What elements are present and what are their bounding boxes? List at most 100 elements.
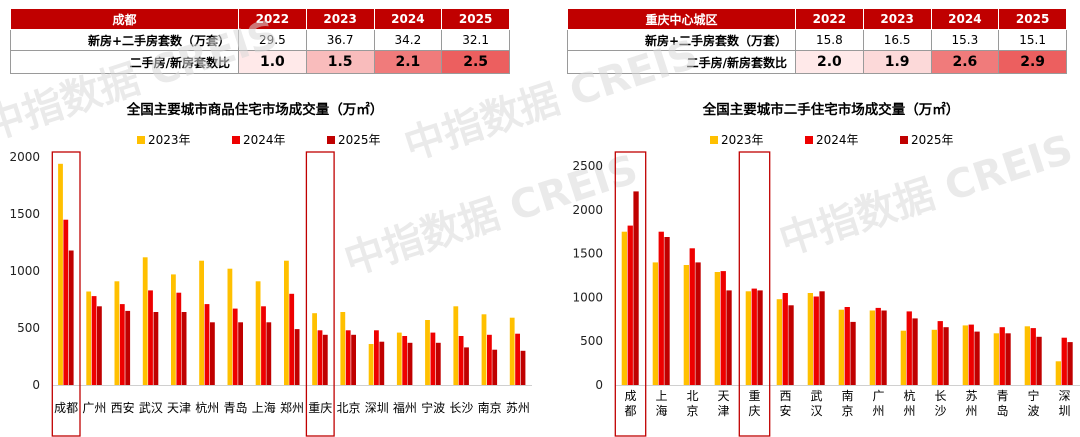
bar-西安-2025年 — [125, 310, 131, 385]
bar-武汉-2023年 — [142, 257, 148, 385]
bar-武汉-2023年 — [807, 293, 813, 385]
table-header-year: 2022 — [238, 8, 307, 30]
x-tick-label: 武汉 — [139, 401, 163, 415]
bar-上海-2023年 — [255, 281, 261, 385]
bar-郑州-2025年 — [294, 329, 300, 385]
bar-苏州-2024年 — [515, 333, 520, 385]
bar-长沙-2025年 — [464, 347, 469, 385]
bar-深圳-2025年 — [379, 341, 385, 385]
y-tick-label: 2000 — [572, 203, 603, 217]
bar-宁波-2023年 — [1024, 326, 1030, 385]
table-cell: 1.0 — [238, 50, 307, 74]
table-cell: 2.6 — [930, 50, 1000, 74]
x-tick-label: 宁波 — [1027, 388, 1039, 418]
bar-青岛-2024年 — [232, 308, 238, 385]
legend-swatch — [327, 136, 335, 144]
table-header-year: 2024 — [930, 8, 1000, 30]
table-row-total: 新房+二手房套数（万套） 29.5 36.7 34.2 32.1 — [10, 29, 510, 51]
y-tick-label: 1500 — [9, 207, 40, 221]
x-tick-label: 杭州 — [195, 400, 219, 415]
bar-福州-2024年 — [402, 336, 408, 385]
bar-宁波-2025年 — [435, 342, 441, 385]
bar-广州-2025年 — [97, 306, 102, 385]
bar-广州-2025年 — [881, 310, 887, 385]
bar-武汉-2025年 — [153, 312, 159, 385]
watermark-text: 中指数据 CREIS — [0, 11, 283, 149]
bar-杭州-2023年 — [900, 330, 906, 385]
table-cell: 15.1 — [998, 29, 1067, 51]
bar-成都-2025年 — [68, 250, 74, 385]
bar-重庆-2023年 — [745, 291, 751, 385]
legend-swatch — [232, 136, 240, 144]
highlight-box-成都 — [614, 151, 647, 437]
bar-郑州-2023年 — [284, 260, 289, 385]
x-tick-label: 成都 — [54, 401, 78, 415]
table-row-ratio: 二手房/新房套数比 1.0 1.5 2.1 2.5 — [10, 50, 510, 74]
bar-福州-2023年 — [396, 332, 402, 385]
y-tick-label: 2500 — [572, 159, 603, 173]
bar-重庆-2024年 — [317, 330, 323, 385]
x-tick-label: 深圳 — [365, 401, 389, 415]
bar-北京-2024年 — [689, 248, 695, 385]
bar-北京-2023年 — [683, 265, 689, 385]
x-tick-label: 深圳 — [1058, 389, 1070, 418]
table-row-total: 新房+二手房套数（万套） 15.8 16.5 15.3 15.1 — [567, 29, 1067, 51]
bar-成都-2024年 — [627, 225, 633, 385]
table-row-ratio: 二手房/新房套数比 2.0 1.9 2.6 2.9 — [567, 50, 1067, 74]
x-tick-label: 天津 — [717, 389, 729, 418]
bar-重庆-2023年 — [312, 313, 317, 385]
bar-上海-2023年 — [652, 262, 658, 385]
legend-swatch — [710, 136, 718, 144]
x-tick-label: 重庆 — [748, 389, 760, 418]
bar-青岛-2023年 — [227, 268, 233, 385]
x-tick-label: 重庆 — [308, 401, 332, 415]
bar-西安-2023年 — [114, 281, 120, 385]
bar-苏州-2023年 — [509, 317, 515, 385]
bar-广州-2023年 — [86, 291, 92, 385]
bar-上海-2024年 — [261, 306, 266, 385]
bar-长沙-2023年 — [931, 329, 937, 385]
table-cell: 2.5 — [441, 50, 510, 74]
x-tick-label: 长沙 — [934, 389, 946, 418]
x-tick-label: 南京 — [478, 400, 502, 415]
y-tick-label: 2000 — [9, 150, 40, 164]
table-cell: 15.8 — [795, 29, 864, 51]
bar-天津-2024年 — [720, 271, 726, 385]
bar-苏州-2024年 — [968, 324, 974, 385]
y-tick-label: 500 — [17, 321, 40, 335]
bar-长沙-2024年 — [937, 321, 943, 385]
bar-深圳-2025年 — [1067, 342, 1073, 385]
legend-label: 2023年 — [721, 133, 764, 147]
bar-青岛-2025年 — [238, 322, 243, 385]
watermark-text: 中指数据 CREIS — [399, 31, 703, 169]
table-header-city: 成都 — [10, 8, 239, 30]
bar-武汉-2024年 — [148, 290, 153, 385]
x-tick-label: 西安 — [111, 400, 135, 415]
bar-杭州-2024年 — [204, 304, 210, 385]
table-cell: 36.7 — [305, 29, 375, 51]
bar-天津-2025年 — [726, 290, 732, 385]
bar-重庆-2025年 — [757, 290, 763, 385]
legend-label: 2025年 — [911, 133, 954, 147]
row-label: 新房+二手房套数（万套） — [567, 29, 796, 51]
table-cell: 2.9 — [998, 50, 1067, 74]
bar-天津-2024年 — [176, 292, 182, 385]
bar-长沙-2024年 — [458, 336, 464, 385]
x-tick-label: 北京 — [336, 401, 360, 415]
x-tick-label: 广州 — [82, 401, 106, 415]
bar-苏州-2025年 — [520, 350, 526, 385]
table-header-city: 重庆中心城区 — [567, 8, 796, 30]
table-header-row: 成都 2022 2023 2024 2025 — [10, 8, 510, 30]
highlight-box-重庆 — [738, 151, 771, 437]
bar-北京-2023年 — [340, 312, 346, 385]
y-tick-label: 500 — [580, 334, 603, 348]
bar-杭州-2025年 — [210, 322, 215, 385]
table-chongqing: 重庆中心城区 2022 2023 2024 2025 新房+二手房套数（万套） … — [567, 8, 1067, 74]
x-tick-label: 青岛 — [996, 389, 1008, 418]
table-chengdu: 成都 2022 2023 2024 2025 新房+二手房套数（万套） 29.5… — [10, 8, 510, 74]
x-tick-label: 上海 — [655, 389, 667, 418]
table-cell: 2.0 — [795, 50, 864, 74]
x-tick-label: 南京 — [841, 388, 853, 418]
bar-宁波-2024年 — [1030, 328, 1036, 385]
